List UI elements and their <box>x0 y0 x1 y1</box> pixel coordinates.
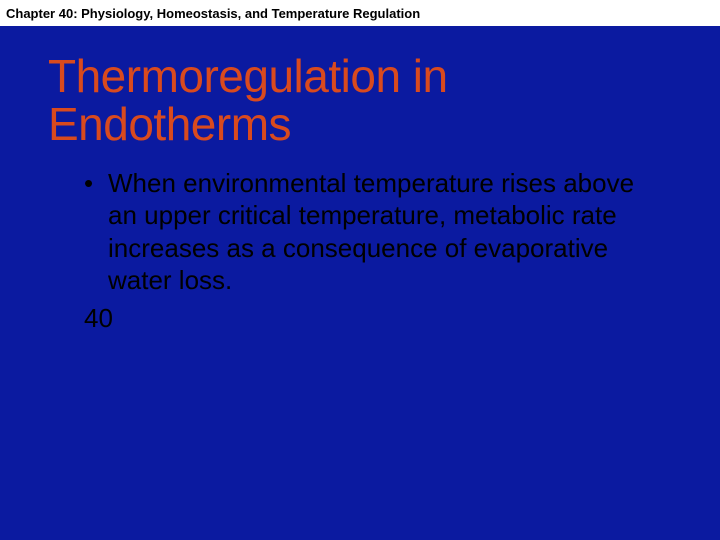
slide: Chapter 40: Physiology, Homeostasis, and… <box>0 0 720 540</box>
bullet-list: When environmental temperature rises abo… <box>48 167 672 334</box>
bullet-item: When environmental temperature rises abo… <box>84 167 652 297</box>
content-area: Thermoregulation in Endotherms When envi… <box>0 32 720 540</box>
chapter-label: Chapter 40: Physiology, Homeostasis, and… <box>6 6 714 21</box>
slide-header: Chapter 40: Physiology, Homeostasis, and… <box>0 0 720 26</box>
slide-title: Thermoregulation in Endotherms <box>48 52 672 149</box>
page-number: 40 <box>84 303 652 334</box>
